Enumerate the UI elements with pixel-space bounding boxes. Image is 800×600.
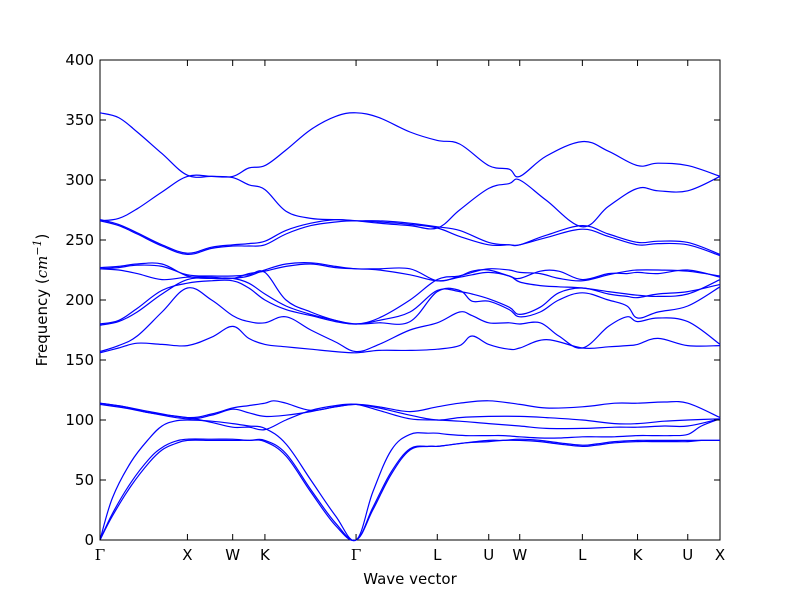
y-tick-label: 200 [65,291,94,309]
y-axis-label-prefix: Frequency ( [33,278,51,366]
x-tick-label: X [182,546,192,564]
x-tick-label: L [433,546,442,564]
x-tick-label: W [225,546,240,564]
y-tick-label: 350 [65,111,94,129]
y-tick-label: 300 [65,171,94,189]
phonon-band-6 [99,400,721,419]
y-axis-ticks: 0 50 100 150 200 250 300 350 400 [65,51,720,549]
x-tick-label: Γ [351,546,361,564]
y-tick-label: 0 [84,531,94,549]
y-tick-label: 250 [65,231,94,249]
phonon-band-3 [99,418,721,542]
y-tick-label: 400 [65,51,94,69]
x-tick-label: Γ [95,546,105,564]
phonon-band-15 [99,218,721,255]
phonon-band-16 [99,174,721,230]
y-tick-label: 100 [65,411,94,429]
y-tick-label: 150 [65,351,94,369]
y-axis-label-unit: cm [33,256,51,279]
x-tick-label: W [512,546,527,564]
y-axis-label-suffix: ) [33,234,51,240]
phonon-band-5 [99,403,721,425]
phonon-band-4 [99,402,721,431]
phonon-band-17 [99,112,721,178]
x-tick-label: U [483,546,494,564]
phonon-band-12 [99,262,721,282]
x-tick-label: K [260,546,271,564]
x-tick-label: U [682,546,693,564]
phonon-band-7 [99,325,721,354]
phonon-band-11 [99,263,721,298]
y-axis-label-exponent: −1 [31,239,44,255]
phonon-band-2 [99,438,720,542]
phonon-band-8 [99,287,721,353]
x-tick-label: L [578,546,587,564]
series-layer [99,112,721,542]
x-tick-label: K [633,546,644,564]
y-axis-label: Frequency (cm−1) [31,234,51,367]
x-tick-label: X [715,546,725,564]
x-axis-label: Wave vector [363,570,457,588]
phonon-band-14 [99,220,721,257]
phonon-band-13 [99,264,721,325]
y-tick-label: 50 [75,471,94,489]
phonon-band-10 [99,279,721,325]
